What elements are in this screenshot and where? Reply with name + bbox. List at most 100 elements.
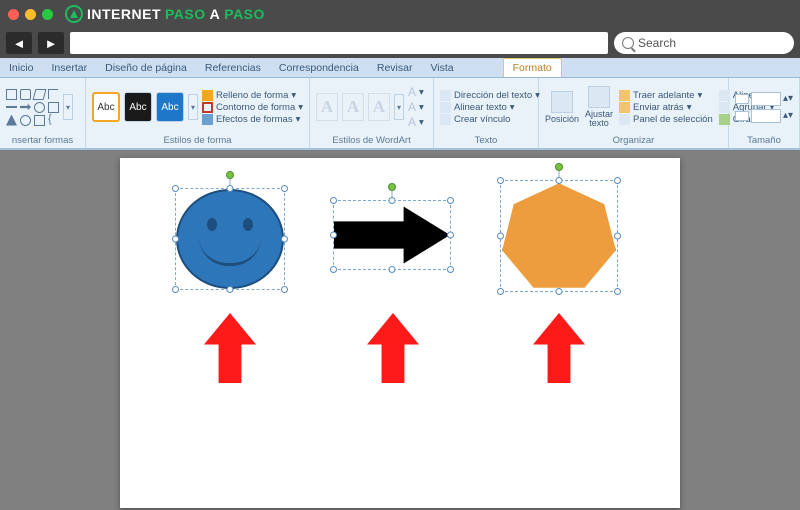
resize-handle[interactable] bbox=[281, 286, 288, 293]
resize-handle[interactable] bbox=[389, 266, 396, 273]
resize-handle[interactable] bbox=[497, 233, 504, 240]
shape-gallery[interactable]: { bbox=[6, 89, 59, 126]
resize-handle[interactable] bbox=[227, 185, 234, 192]
style-preset-1[interactable]: Abc bbox=[92, 92, 120, 122]
tab-correspondencia[interactable]: Correspondencia bbox=[270, 59, 368, 77]
group-insertar-formas: { ▾ nsertar formas bbox=[0, 78, 86, 148]
shape-icon bbox=[20, 115, 31, 126]
bring-forward-button[interactable]: Traer adelante▾ bbox=[619, 90, 713, 101]
search-placeholder: Search bbox=[638, 36, 676, 50]
search-input[interactable]: Search bbox=[614, 32, 794, 54]
shape-icon bbox=[20, 89, 31, 100]
url-input[interactable] bbox=[70, 32, 608, 54]
selection-pane-button[interactable]: Panel de selección bbox=[619, 114, 713, 125]
brand-text-2: PASO bbox=[165, 6, 206, 22]
resize-handle[interactable] bbox=[447, 266, 454, 273]
resize-handle[interactable] bbox=[281, 185, 288, 192]
resize-handle[interactable] bbox=[172, 185, 179, 192]
close-icon[interactable] bbox=[8, 9, 19, 20]
browser-nav-row: ◄ ► Search bbox=[0, 28, 800, 58]
group-label: Estilos de forma bbox=[92, 133, 303, 146]
style-preset-3[interactable]: Abc bbox=[156, 92, 184, 122]
resize-handle[interactable] bbox=[227, 286, 234, 293]
text-direction-button[interactable]: Dirección del texto▾ bbox=[440, 90, 540, 101]
brand-text-1: INTERNET bbox=[87, 6, 161, 22]
spinner-icon[interactable]: ▴▾ bbox=[783, 93, 793, 104]
shape-icon bbox=[33, 89, 47, 100]
forward-button[interactable]: ► bbox=[38, 32, 64, 54]
resize-handle[interactable] bbox=[497, 177, 504, 184]
align-text-button[interactable]: Alinear texto▾ bbox=[440, 102, 540, 113]
wordart-preset[interactable]: A bbox=[342, 93, 364, 121]
rotate-handle[interactable] bbox=[555, 163, 563, 171]
tab-diseno[interactable]: Diseño de página bbox=[96, 59, 196, 77]
resize-handle[interactable] bbox=[389, 197, 396, 204]
resize-handle[interactable] bbox=[556, 288, 563, 295]
style-gallery-more[interactable]: ▾ bbox=[188, 94, 198, 120]
resize-handle[interactable] bbox=[330, 197, 337, 204]
text-fill-icon: A bbox=[408, 85, 416, 99]
shape-fill-button[interactable]: Relleno de forma ▾ bbox=[202, 90, 303, 101]
spinner-icon[interactable]: ▴▾ bbox=[783, 110, 793, 121]
document-canvas-area bbox=[0, 150, 800, 510]
resize-handle[interactable] bbox=[497, 288, 504, 295]
shape-effects-button[interactable]: Efectos de formas ▾ bbox=[202, 114, 303, 125]
wordart-preset[interactable]: A bbox=[368, 93, 390, 121]
rotate-handle[interactable] bbox=[388, 183, 396, 191]
tab-vista[interactable]: Vista bbox=[421, 59, 462, 77]
arrow-right-shape[interactable] bbox=[334, 201, 450, 269]
resize-handle[interactable] bbox=[614, 288, 621, 295]
minimize-icon[interactable] bbox=[25, 9, 36, 20]
style-preset-2[interactable]: Abc bbox=[124, 92, 152, 122]
shape-outline-button[interactable]: Contorno de forma ▾ bbox=[202, 102, 303, 113]
label: Traer adelante bbox=[633, 90, 694, 101]
shape-icon bbox=[34, 102, 45, 113]
shape-arrow-selection[interactable] bbox=[333, 200, 451, 270]
wrap-text-button[interactable]: Ajustar texto bbox=[585, 86, 613, 128]
shape-icon bbox=[20, 102, 31, 113]
smiley-shape[interactable] bbox=[176, 189, 284, 289]
resize-handle[interactable] bbox=[281, 236, 288, 243]
shape-smiley-selection[interactable] bbox=[175, 188, 285, 290]
resize-handle[interactable] bbox=[447, 232, 454, 239]
resize-handle[interactable] bbox=[172, 286, 179, 293]
back-button[interactable]: ◄ bbox=[6, 32, 32, 54]
resize-handle[interactable] bbox=[330, 266, 337, 273]
text-direction-icon bbox=[440, 90, 451, 101]
tab-insertar[interactable]: Insertar bbox=[43, 59, 97, 77]
tab-formato[interactable]: Formato bbox=[503, 58, 562, 77]
browser-title-bar: INTERNETPASOAPASO bbox=[0, 0, 800, 28]
resize-handle[interactable] bbox=[614, 233, 621, 240]
tab-referencias[interactable]: Referencias bbox=[196, 59, 270, 77]
create-link-button[interactable]: Crear vínculo bbox=[440, 114, 540, 125]
send-backward-button[interactable]: Enviar atrás▾ bbox=[619, 102, 713, 113]
group-label: Organizar bbox=[545, 133, 722, 146]
resize-handle[interactable] bbox=[556, 177, 563, 184]
height-input[interactable] bbox=[751, 92, 781, 106]
selection-pane-icon bbox=[619, 114, 630, 125]
maximize-icon[interactable] bbox=[42, 9, 53, 20]
tab-inicio[interactable]: Inicio bbox=[0, 59, 43, 77]
text-outline-button[interactable]: A▾ bbox=[408, 100, 424, 114]
shape-gallery-more[interactable]: ▾ bbox=[63, 94, 73, 120]
width-input[interactable] bbox=[751, 109, 781, 123]
wordart-preset[interactable]: A bbox=[316, 93, 338, 121]
text-effects-button[interactable]: A▾ bbox=[408, 115, 424, 129]
rotate-handle[interactable] bbox=[226, 171, 234, 179]
heptagon-shape[interactable] bbox=[501, 181, 617, 291]
wordart-gallery-more[interactable]: ▾ bbox=[394, 94, 404, 120]
position-button[interactable]: Posición bbox=[545, 91, 579, 124]
height-icon bbox=[735, 94, 749, 104]
tab-revisar[interactable]: Revisar bbox=[368, 59, 422, 77]
text-fill-button[interactable]: A▾ bbox=[408, 85, 424, 99]
brand-logo-icon bbox=[65, 5, 83, 23]
resize-handle[interactable] bbox=[447, 197, 454, 204]
label: Relleno de forma bbox=[216, 90, 288, 101]
resize-handle[interactable] bbox=[614, 177, 621, 184]
group-estilos-wordart: A A A ▾ A▾ A▾ A▾ Estilos de WordArt bbox=[310, 78, 434, 148]
align-text-icon bbox=[440, 102, 451, 113]
resize-handle[interactable] bbox=[172, 236, 179, 243]
document-page[interactable] bbox=[120, 158, 680, 508]
resize-handle[interactable] bbox=[330, 232, 337, 239]
shape-heptagon-selection[interactable] bbox=[500, 180, 618, 292]
